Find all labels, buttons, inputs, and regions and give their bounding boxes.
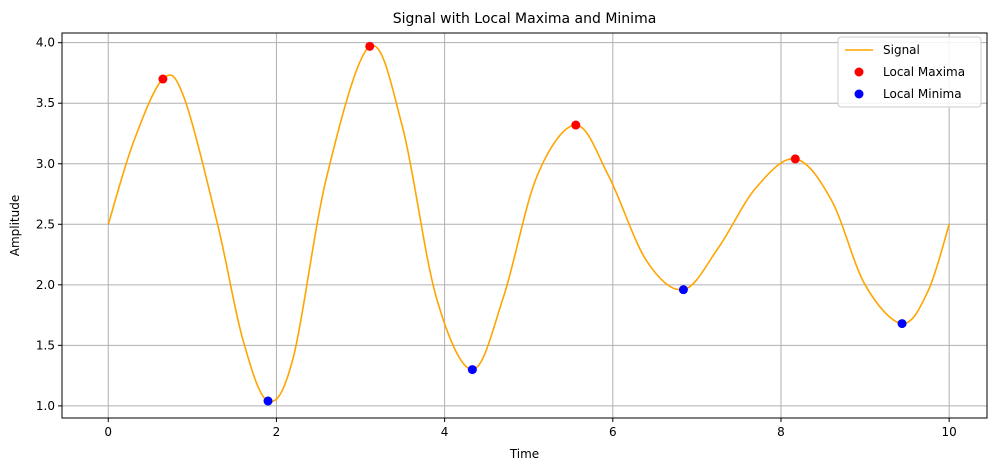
x-axis-ticks: 0 2 4 6 8 10 (104, 418, 957, 439)
local-minima-point (467, 365, 477, 375)
legend-swatch-local-maxima (854, 67, 864, 77)
local-maxima-point (158, 74, 168, 84)
chart-title: Signal with Local Maxima and Minima (393, 11, 657, 27)
x-tick-label: 8 (777, 425, 785, 439)
x-axis-label: Time (509, 447, 539, 461)
local-maxima-point (790, 154, 800, 164)
y-tick-label: 3.5 (36, 96, 55, 110)
legend-label-local-minima: Local Minima (883, 87, 962, 101)
y-tick-label: 3.0 (36, 157, 55, 171)
legend: Signal Local Maxima Local Minima (837, 36, 982, 108)
y-tick-label: 2.0 (36, 278, 55, 292)
legend-box (837, 36, 982, 108)
plot-frame (61, 32, 988, 419)
y-axis-ticks: 1.0 1.5 2.0 2.5 3.0 3.5 4.0 (36, 36, 62, 413)
plot-series (107, 41, 950, 406)
y-tick-label: 4.0 (36, 36, 55, 50)
x-tick-label: 0 (104, 425, 112, 439)
x-tick-label: 2 (273, 425, 281, 439)
legend-swatch-local-minima (854, 89, 864, 99)
signal-line (107, 44, 950, 403)
local-maxima-point (365, 41, 375, 51)
legend-label-local-maxima: Local Maxima (883, 65, 965, 79)
local-maxima-point (571, 120, 581, 130)
local-minima-point (897, 319, 907, 329)
local-minima-point (678, 285, 688, 295)
legend-label-signal: Signal (883, 43, 920, 57)
y-tick-label: 2.5 (36, 217, 55, 231)
y-tick-label: 1.0 (36, 399, 55, 413)
local-minima-point (263, 396, 273, 406)
x-tick-label: 6 (609, 425, 617, 439)
x-tick-label: 10 (942, 425, 957, 439)
y-axis-label: Amplitude (8, 195, 22, 257)
x-tick-label: 4 (441, 425, 449, 439)
y-tick-label: 1.5 (36, 338, 55, 352)
